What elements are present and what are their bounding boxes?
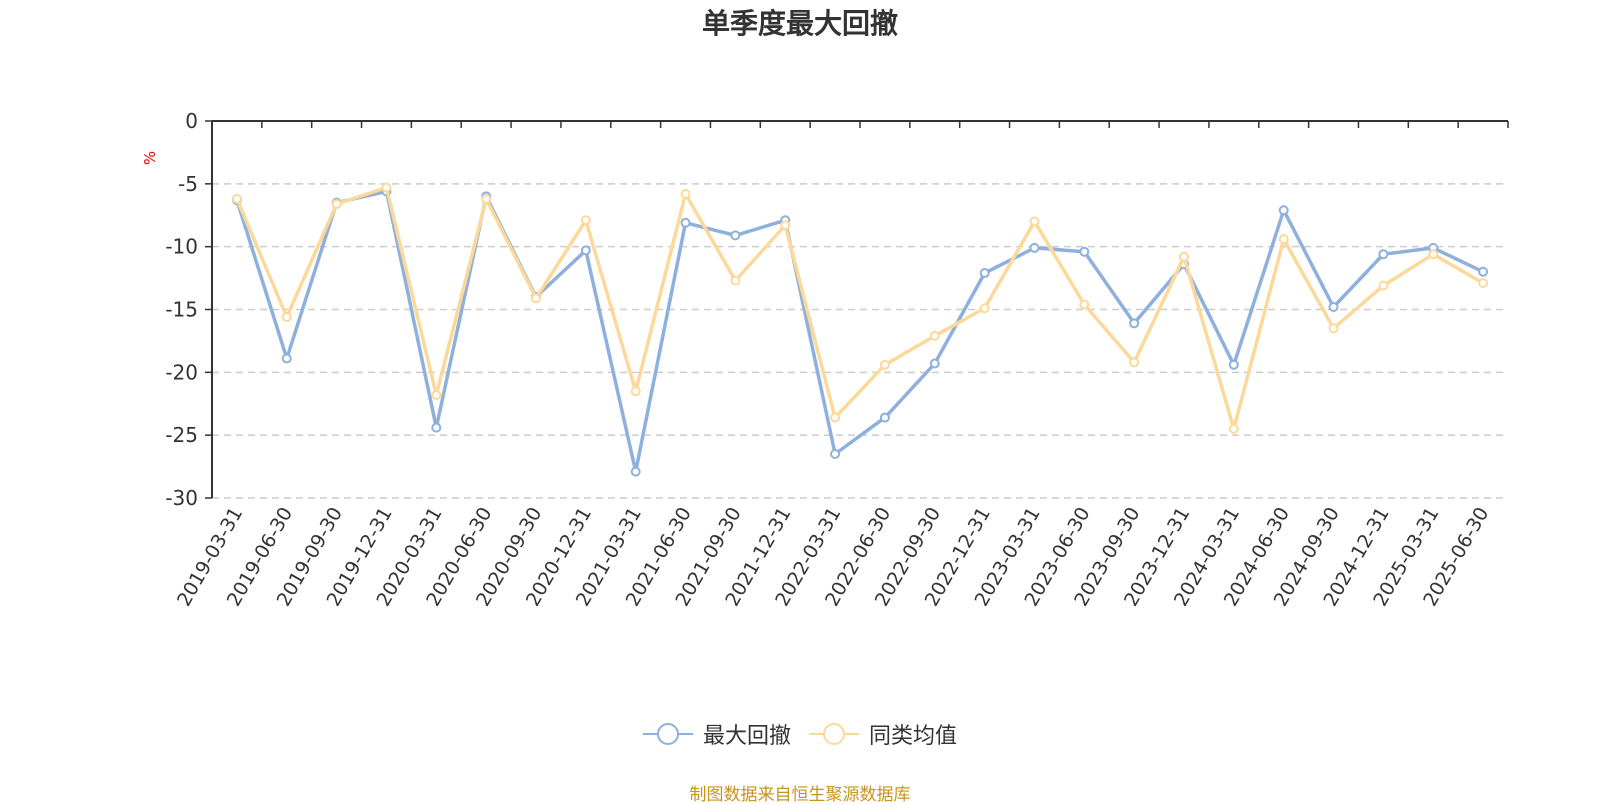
y-tick-label: -30 [165, 486, 198, 510]
data-point [281, 312, 292, 323]
series-line [235, 189, 1484, 474]
data-point [1079, 246, 1090, 257]
data-point [580, 245, 591, 256]
y-tick-label: 0 [185, 109, 198, 133]
data-point [1129, 357, 1140, 368]
series-lines [231, 182, 1489, 477]
data-point [1328, 301, 1339, 312]
data-point [979, 303, 990, 314]
data-point [879, 359, 890, 370]
legend: 最大回撤 同类均值 [0, 718, 1600, 750]
series-line [235, 185, 1484, 431]
data-point [830, 412, 841, 423]
data-point [1228, 359, 1239, 370]
data-point [680, 188, 691, 199]
source-note: 制图数据来自恒生聚源数据库 [689, 785, 911, 805]
data-point [680, 217, 691, 228]
chart-title: 单季度最大回撤 [701, 7, 898, 40]
data-point [929, 330, 940, 341]
data-point [431, 389, 442, 400]
legend-item-max-drawdown[interactable]: 最大回撤 [642, 718, 791, 750]
legend-marker-icon [809, 723, 859, 745]
data-point [630, 386, 641, 397]
data-point [1228, 423, 1239, 434]
y-tick-label: -10 [165, 235, 198, 259]
y-tick-label: -5 [178, 172, 198, 196]
data-point [730, 230, 741, 241]
legend-item-peer-average[interactable]: 同类均值 [809, 718, 957, 750]
data-point [531, 293, 541, 304]
y-axis-unit-label: % [141, 151, 159, 165]
data-point [1478, 266, 1489, 277]
data-point [1378, 249, 1389, 260]
data-point [1179, 251, 1189, 262]
data-point [1428, 249, 1439, 260]
data-point [1278, 205, 1289, 216]
data-point [630, 466, 641, 477]
data-point [780, 220, 791, 231]
data-point [331, 198, 342, 209]
y-tick-label: -15 [165, 298, 198, 322]
data-point [231, 193, 242, 204]
data-point [281, 353, 292, 364]
data-point [381, 182, 392, 193]
data-point [830, 449, 841, 460]
data-point [929, 358, 940, 369]
data-point [481, 193, 492, 204]
data-point [1478, 278, 1489, 289]
legend-label: 最大回撤 [702, 724, 791, 749]
data-point [580, 215, 591, 226]
y-tick-label: -25 [165, 423, 198, 447]
legend-marker-icon [642, 723, 693, 745]
data-point [1328, 323, 1339, 334]
data-point [979, 268, 990, 279]
data-point [1079, 299, 1090, 310]
data-point [431, 422, 442, 433]
data-point [879, 412, 890, 423]
grid-lines [212, 183, 1508, 499]
series-1 [231, 182, 1489, 434]
data-point [1029, 216, 1040, 227]
data-point [730, 275, 741, 286]
data-point [1029, 242, 1040, 253]
legend-label: 同类均值 [869, 724, 958, 749]
data-point [1129, 318, 1140, 329]
data-point [1278, 234, 1289, 245]
data-point [1378, 280, 1389, 291]
y-tick-label: -20 [165, 360, 198, 384]
